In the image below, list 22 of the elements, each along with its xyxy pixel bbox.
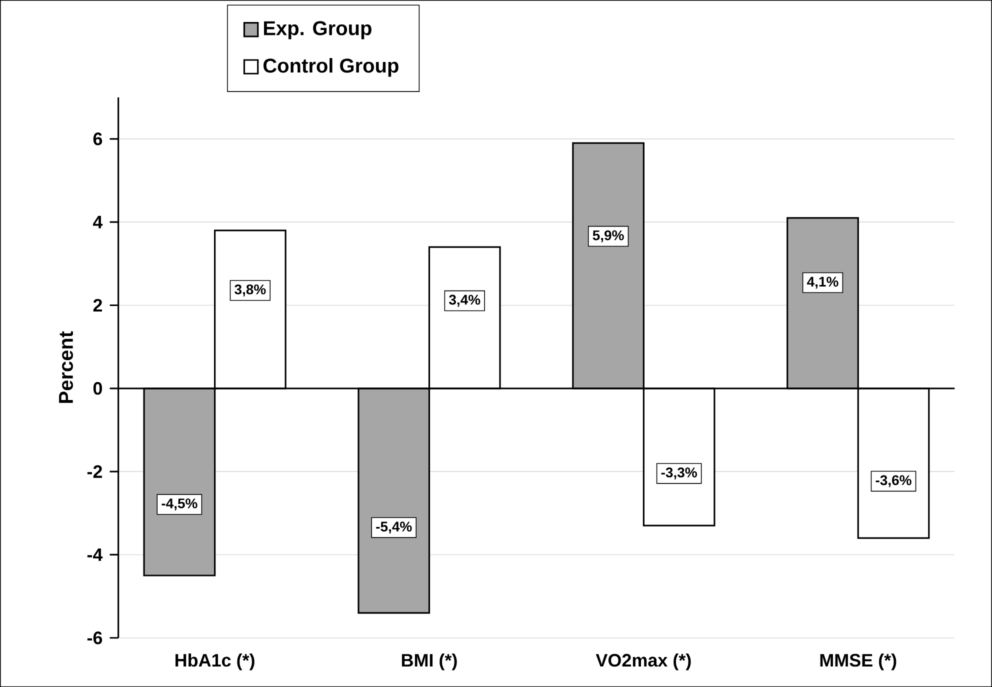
x-tick-label: MMSE (*)	[820, 653, 896, 670]
y-tick-label: 2	[93, 298, 102, 312]
data-label: -3,3%	[661, 467, 697, 480]
data-label: -4,5%	[162, 498, 198, 510]
data-label: 3,8%	[234, 284, 266, 296]
legend-label: Control Group	[263, 58, 398, 77]
y-tick-label: -2	[87, 465, 102, 478]
data-label: 5,9%	[592, 230, 624, 242]
x-tick-label: BMI (*)	[402, 653, 457, 670]
y-tick-label: 6	[93, 132, 102, 146]
y-axis-title: Percent	[59, 331, 74, 403]
y-tick-label: -4	[87, 548, 103, 561]
data-label: -5,4%	[376, 522, 412, 534]
data-label: -3,6%	[876, 475, 912, 488]
data-label: 4,1%	[807, 276, 838, 289]
x-tick-label: VO2max (*)	[596, 653, 691, 670]
y-tick-label: 4	[93, 216, 103, 228]
y-tick-label: 0	[93, 382, 102, 395]
x-tick-label: HbA1c (*)	[176, 653, 254, 670]
data-label: 3,4%	[449, 294, 480, 307]
legend-label: Exp. Group	[264, 21, 372, 40]
y-tick-label: -6	[87, 631, 102, 644]
